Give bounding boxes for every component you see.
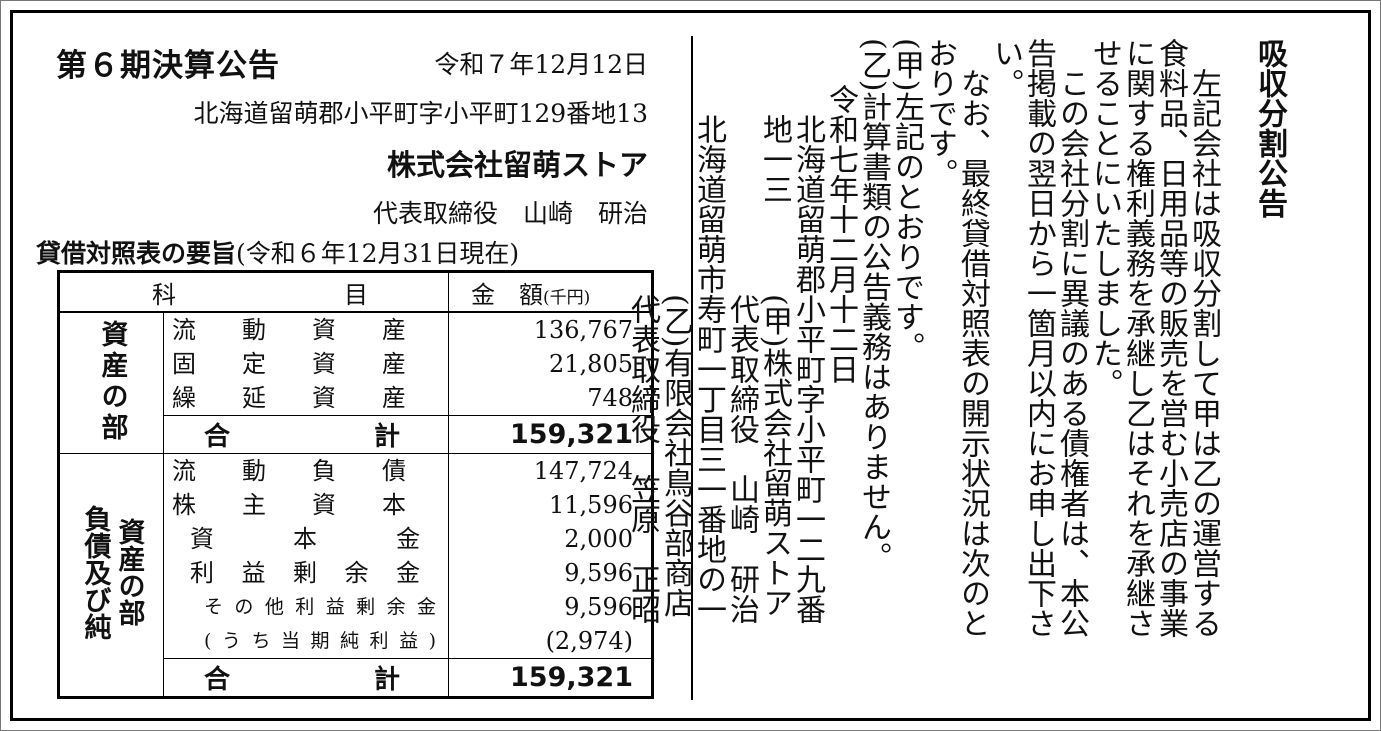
item-label: 固定資産: [172, 350, 406, 378]
notice-text-column: 告掲載の翌日から一箇月以内にお申し出下さ: [1021, 38, 1056, 638]
item-label: 流動負債: [172, 457, 406, 485]
liabilities-label-text: 負債及び純資産の部: [79, 504, 145, 640]
header-item: 科目: [58, 271, 449, 313]
liabilities-section-label: 負債及び純資産の部: [58, 453, 164, 698]
liability-row-value: 9,596: [564, 593, 633, 621]
notice-text-column: 左記会社は吸収分割して甲は乙の運営する: [1186, 38, 1221, 638]
asset-row-label: 流動資産: [164, 313, 448, 347]
liabilities-items: 流動負債株主資本資本金利益剰余金その他利益剰余金 (うち当期純利益): [163, 453, 449, 659]
absorption-split-notice: 吸収分割公告 左記会社は吸収分割して甲は乙の運営する 食料品、日用品等の販売を営む…: [625, 38, 1352, 700]
item-label: その他利益剰余金: [204, 596, 436, 618]
table-header-row: 科目 金 額(千円): [58, 271, 653, 313]
liabilities-section: 負債及び純資産の部 流動負債株主資本資本金利益剰余金その他利益剰余金 (うち当期純…: [58, 453, 653, 698]
assets-total-label-text: 合計: [204, 422, 400, 452]
header-item-2: 目: [344, 280, 368, 309]
liability-row-label: (うち当期純利益): [164, 624, 448, 658]
liabilities-amounts: 147,724 11,596 2,000 9,596 9,596 (2,974): [448, 453, 653, 659]
notice-text-column: せることにいたしました。: [1087, 38, 1122, 398]
header-item-1: 科: [152, 280, 176, 309]
notice-text-column: おりです。: [922, 38, 957, 188]
notice-text-column: (甲)左記のとおりです。: [889, 38, 924, 362]
liability-row-label: 株主資本: [164, 488, 448, 522]
assets-items: 流動資産固定資産繰延資産: [163, 311, 449, 416]
notice-text-column: (乙)計算書類の公告義務はありません。: [856, 38, 891, 572]
assets-label-text: 資産の部: [96, 320, 128, 440]
liabilities-total-value: 159,321: [448, 658, 653, 698]
liability-row-value: 11,596: [549, 491, 633, 519]
assets-section-label: 資産の部: [58, 311, 164, 454]
liability-row-value: 147,724: [533, 457, 633, 485]
assets-total-value: 159,321: [448, 415, 653, 454]
balance-sheet-table: 科目 金 額(千円) 資産の部 流動資産 固定資産 繰延資産 136,767 21,8…: [57, 270, 654, 699]
notice-date: 令和７年12月12日: [434, 50, 648, 79]
notice-text-column: この会社分割に異議のある債権者は、本公: [1054, 38, 1089, 638]
header-amount: 金 額(千円): [448, 271, 653, 313]
liability-row-label: 利益剰余金: [164, 556, 448, 590]
column-divider: [691, 36, 693, 700]
liabilities-total-label-text: 合計: [204, 665, 400, 695]
item-label: 利益剰余金: [190, 559, 420, 587]
liability-row-value: (2,974): [545, 627, 633, 655]
notice-text-column: に関する権利義務を承継し乙はそれを承継さ: [1120, 38, 1155, 638]
liability-row-label: 資本金: [164, 522, 448, 556]
asset-row-value: 21,805: [549, 350, 633, 378]
assets-section: 資産の部 流動資産固定資産繰延資産 136,767 21,805 748: [58, 311, 653, 454]
liabilities-total-row: 合計 159,321: [59, 658, 653, 698]
header-unit: (千円): [543, 287, 591, 308]
notice-text-column: 地一三 (甲)株式会社留萌ストア: [757, 54, 792, 618]
company-address: 北海道留萌郡小平町字小平町129番地13: [193, 99, 648, 128]
notice-text-column: 令和七年十二月十二日: [823, 54, 858, 384]
company-name: 株式会社留萌ストア: [386, 148, 648, 182]
balance-sheet-heading: 貸借対照表の要旨(令和６年12月31日現在): [36, 234, 519, 270]
asset-row-label: 固定資産: [164, 347, 448, 381]
item-label: (うち当期純利益): [204, 630, 436, 652]
liabilities-total-label: 合計: [163, 658, 449, 698]
liability-row-value: 9,596: [564, 559, 633, 587]
representative: 代表取締役 山崎 研治: [372, 199, 648, 228]
liability-row-label: その他利益剰余金: [164, 590, 448, 624]
header-amount-label: 金 額: [471, 280, 543, 309]
notice-text-column: 代表取締役 山崎 研治: [724, 54, 759, 624]
item-label: 繰延資産: [172, 384, 406, 412]
item-label: 株主資本: [172, 491, 406, 519]
assets-amounts: 136,767 21,805 748: [448, 311, 653, 416]
split-notice-title: 吸収分割公告: [1252, 38, 1287, 218]
notice-text-column: 北海道留萌市寿町一丁目三一番地の一: [691, 54, 726, 624]
notice-text-column: なお、最終貸借対照表の開示状況は次のと: [955, 38, 990, 638]
balance-sheet-heading-date: (令和６年12月31日現在): [236, 239, 520, 268]
notice-text-column: 代表取締役 笠原 正昭: [625, 54, 660, 624]
notice-text-column: (乙)有限会社鳥谷部商店: [658, 54, 693, 618]
balance-sheet-heading-title: 貸借対照表の要旨: [36, 239, 237, 268]
notice-text-column: い。: [988, 38, 1023, 98]
asset-row-value: 748: [587, 384, 633, 412]
notice-title: 第６期決算公告: [56, 48, 280, 84]
liability-row-label: 流動負債: [164, 454, 448, 488]
liability-row-value: 2,000: [564, 525, 633, 553]
notice-text-column: 食料品、日用品等の販売を営む小売店の事業: [1153, 38, 1188, 638]
item-label: 流動資産: [172, 316, 406, 344]
asset-row-value: 136,767: [533, 316, 633, 344]
notice-frame: [10, 10, 1371, 721]
item-label: 資本金: [190, 525, 420, 553]
notice-text-column: 北海道留萌郡小平町字小平町一二九番: [790, 54, 825, 624]
asset-row-label: 繰延資産: [164, 381, 448, 415]
assets-total-label: 合計: [163, 415, 449, 454]
